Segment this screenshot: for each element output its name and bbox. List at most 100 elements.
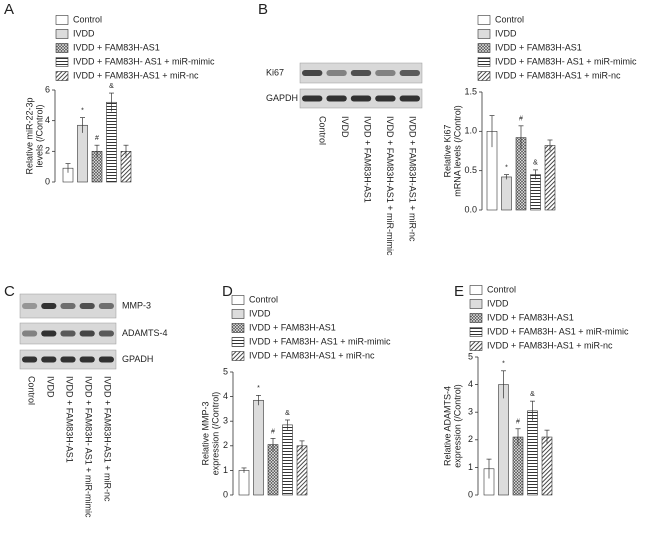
significance-marker: # (519, 116, 523, 123)
blot-band (60, 330, 76, 337)
legend-label: IVDD (73, 28, 95, 38)
y-tick-label: 4 (45, 115, 50, 125)
blot-band (41, 330, 57, 337)
legend-label: IVDD (495, 28, 517, 38)
blot-row-label: MMP-3 (122, 300, 151, 310)
legend-label: IVDD + FAM83H- AS1 + miR-mimic (495, 56, 637, 66)
blot-band (41, 303, 57, 309)
y-tick-label: 5 (468, 351, 473, 361)
y-tick-label: 1.0 (464, 126, 477, 136)
lane-label: IVDD + FAM83H-AS1 + miR-nc (408, 116, 418, 242)
legend-label: IVDD + FAM83H- AS1 + miR-mimic (487, 326, 629, 336)
legend-swatch (231, 309, 245, 319)
panel-label: B (258, 1, 268, 18)
legend-swatch (477, 57, 491, 67)
y-tick-label: 2 (223, 440, 228, 450)
blot-band (375, 70, 396, 76)
bar (512, 436, 524, 496)
significance-marker: & (530, 391, 535, 398)
panel-label: C (4, 283, 15, 300)
significance-marker: # (516, 419, 520, 426)
blot-band (98, 356, 114, 363)
y-axis-label: Relative MMP-3 (200, 401, 210, 465)
blot-band (375, 95, 396, 102)
legend-swatch (231, 351, 245, 361)
blot-band (22, 330, 38, 337)
blot-band (326, 95, 347, 102)
blot-row-label: ADAMTS-4 (122, 328, 168, 338)
lane-label: IVDD (46, 376, 56, 398)
y-tick-label: 4 (468, 379, 473, 389)
blot-band (60, 356, 76, 363)
blot-row-label: GAPDH (266, 93, 298, 103)
bar (77, 124, 88, 183)
bar (106, 101, 117, 183)
blot-band (98, 330, 114, 337)
legend-swatch (469, 313, 483, 323)
panel-label: E (454, 283, 464, 300)
lane-label: IVDD + FAM83H-AS1 (363, 116, 373, 203)
y-axis-label: mRNA levels (/Control) (452, 105, 462, 197)
bar (544, 145, 556, 211)
y-tick-label: 1 (468, 462, 473, 472)
bar (498, 384, 509, 496)
significance-marker: # (271, 428, 275, 435)
blot-band (79, 330, 95, 337)
bar (282, 424, 293, 496)
lane-label: IVDD + FAM83H-AS1 (65, 376, 75, 463)
blot-band (79, 303, 95, 309)
y-tick-label: 5 (223, 366, 228, 376)
y-axis-label: levels (/Control) (34, 104, 44, 167)
y-axis-label: Relative ADAMTS-4 (442, 386, 452, 466)
legend-swatch (55, 71, 69, 81)
bar (530, 174, 541, 211)
y-tick-label: 0 (223, 489, 228, 499)
panel-label: D (222, 283, 233, 300)
y-tick-label: 0 (468, 489, 473, 499)
y-axis-label: expression (/Control) (210, 392, 220, 476)
blot-band (22, 303, 38, 309)
legend-label: IVDD (487, 298, 509, 308)
legend-label: Control (487, 284, 516, 294)
bar (296, 445, 308, 496)
legend-swatch (231, 337, 245, 347)
blot-band (41, 356, 57, 363)
legend-label: IVDD + FAM83H-AS1 (73, 42, 160, 52)
legend-swatch (231, 323, 245, 333)
y-tick-label: 0.5 (464, 165, 477, 175)
legend-label: Control (249, 294, 278, 304)
legend-swatch (477, 43, 491, 53)
y-tick-label: 4 (223, 391, 228, 401)
legend-swatch (469, 299, 483, 309)
legend-swatch (477, 15, 491, 25)
y-tick-label: 0.0 (464, 204, 477, 214)
lane-label: IVDD (340, 116, 350, 138)
blot-band (350, 70, 372, 76)
significance-marker: * (257, 385, 260, 392)
y-tick-label: 1 (223, 465, 228, 475)
legend-swatch (55, 57, 69, 67)
blot-band (326, 70, 347, 76)
blot-band (399, 70, 420, 76)
blot-row-label: Ki67 (266, 67, 284, 77)
legend-swatch (231, 295, 245, 305)
y-axis-label: Relative Ki67 (442, 124, 452, 177)
y-tick-label: 6 (45, 84, 50, 94)
blot-band (302, 95, 323, 102)
legend-swatch (55, 29, 69, 39)
bar (253, 399, 264, 496)
bar (527, 410, 538, 496)
legend-swatch (469, 341, 483, 351)
legend-label: IVDD + FAM83H-AS1 (249, 322, 336, 332)
blot-band (79, 356, 95, 363)
legend-swatch (55, 15, 69, 25)
significance-marker: & (285, 410, 290, 417)
significance-marker: * (502, 361, 505, 368)
legend-label: Control (495, 14, 524, 24)
legend-swatch (469, 327, 483, 337)
blot-band (302, 70, 323, 76)
panel-label: A (4, 1, 14, 18)
legend-label: IVDD + FAM83H-AS1 (495, 42, 582, 52)
legend-label: Control (73, 14, 102, 24)
